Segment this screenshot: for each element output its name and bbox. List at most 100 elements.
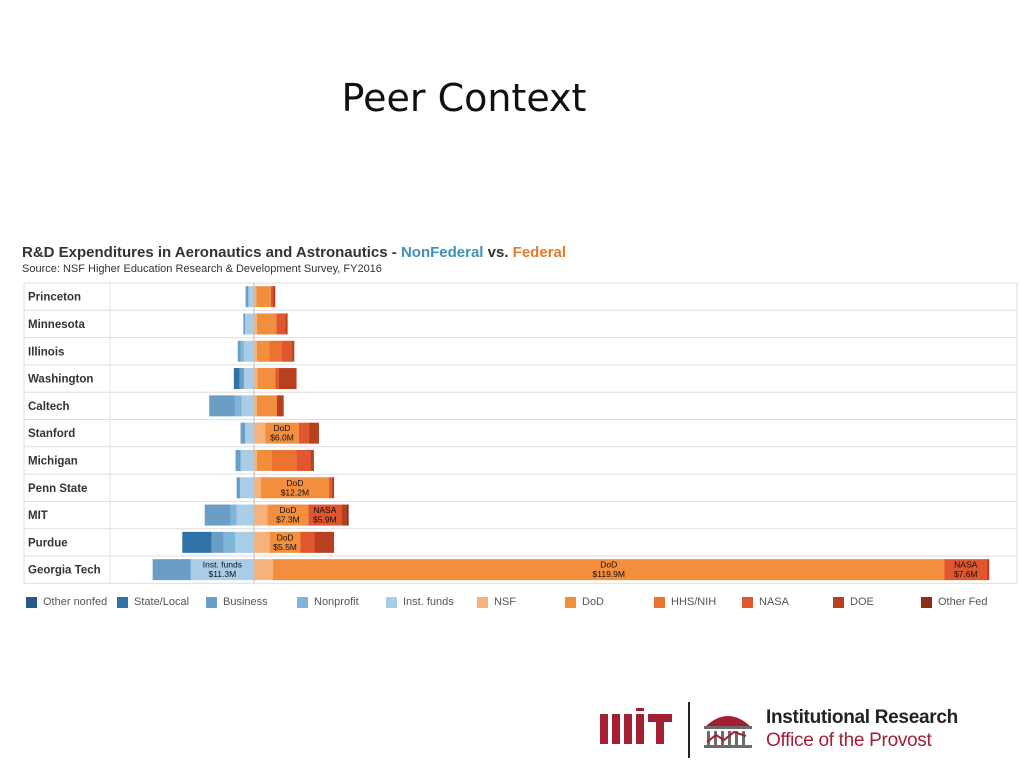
bar-princeton-doe <box>273 286 276 308</box>
chart-title: R&D Expenditures in Aeronautics and Astr… <box>22 244 566 261</box>
chart-title-federal: Federal <box>512 244 567 261</box>
legend-label: HHS/NIH <box>671 596 717 608</box>
logo-office-of-provost: Office of the Provost <box>766 730 932 751</box>
bar-illinois-business <box>237 340 241 362</box>
chart-title-prefix: R&D Expenditures in Aeronautics and Astr… <box>22 244 401 261</box>
bar-illinois-dod <box>256 340 270 362</box>
bar-purdue-state-local <box>182 531 212 553</box>
legend-label: DOE <box>850 596 874 608</box>
bar-purdue-doe <box>314 531 335 553</box>
bar-illinois-inst-funds <box>243 340 254 362</box>
bar-minnesota-doe <box>285 313 288 335</box>
bar-michigan-business <box>235 449 241 471</box>
row-label-princeton: Princeton <box>28 292 81 304</box>
bar-minnesota-inst-funds <box>245 313 254 335</box>
bar-purdue-nonprofit <box>223 531 235 553</box>
bar-princeton-inst-funds <box>248 286 254 308</box>
bar-michigan-nasa <box>296 449 311 471</box>
data-label-stanford-dod: DoD $6.0M <box>270 423 294 443</box>
bar-penn-state-inst-funds <box>240 477 254 499</box>
bar-princeton-business <box>245 286 249 308</box>
bar-caltech-doe <box>276 395 284 417</box>
chart-subtitle: Source: NSF Higher Education Research & … <box>22 263 382 275</box>
bar-mit-other-fed <box>346 504 349 526</box>
bar-illinois-nsf <box>254 340 257 362</box>
bar-georgia-tech-business <box>152 559 191 581</box>
bar-michigan-hhs-nih <box>271 449 297 471</box>
bar-penn-state-nsf <box>254 477 261 499</box>
data-label-mit-nasa: NASA $5.9M <box>313 505 337 525</box>
data-label-mit-dod: DoD $7.3M <box>276 505 300 525</box>
legend-item-nasa: NASA <box>742 596 789 608</box>
legend-label: Other Fed <box>938 596 988 608</box>
bar-georgia-tech-nsf <box>254 559 274 581</box>
bar-penn-state-dod <box>260 477 330 499</box>
bar-illinois-doe <box>292 340 295 362</box>
bar-minnesota-nsf <box>254 313 257 335</box>
bar-purdue-nasa <box>300 531 315 553</box>
data-label-georgia-tech-inst-funds: Inst. funds $11.3M <box>203 560 242 580</box>
legend-label: Other nonfed <box>43 596 108 608</box>
legend-swatch <box>117 596 128 608</box>
legend-swatch <box>297 596 308 608</box>
bar-washington-dod <box>257 368 276 390</box>
data-label-georgia-tech-dod: DoD $119.9M <box>593 560 625 580</box>
bar-mit-doe <box>341 504 347 526</box>
data-label-georgia-tech-nasa: NASA $7.6M <box>954 560 978 580</box>
legend-item-nsf: NSF <box>477 596 516 608</box>
bar-stanford-inst-funds <box>245 422 254 444</box>
legend-label: Business <box>223 596 268 608</box>
bar-stanford-doe <box>308 422 319 444</box>
row-label-illinois: Illinois <box>28 346 64 358</box>
data-label-purdue-dod: DoD $5.5M <box>273 532 297 552</box>
chart-title-nonfederal: NonFederal <box>400 244 484 261</box>
bar-washington-nsf <box>254 368 258 390</box>
legend-swatch <box>833 596 844 608</box>
legend-swatch <box>477 596 488 608</box>
bar-mit-business <box>204 504 231 526</box>
bar-caltech-dod <box>256 395 277 417</box>
bar-chart: Princeton Minnesota Illinois Washington Calt… <box>23 282 1018 584</box>
row-label-mit: MIT <box>28 510 48 522</box>
bar-washington-inst-funds <box>243 368 254 390</box>
bar-caltech-nsf <box>254 395 257 417</box>
row-label-purdue: Purdue <box>28 537 68 549</box>
legend-label: Inst. funds <box>403 596 454 608</box>
legend-label: DoD <box>582 596 605 608</box>
bar-purdue-dod <box>269 531 301 553</box>
bar-washington-nasa <box>275 368 279 390</box>
legend-label: State/Local <box>134 596 190 608</box>
row-label-stanford: Stanford <box>28 428 75 440</box>
legend-swatch <box>654 596 665 608</box>
bar-michigan-inst-funds <box>240 449 254 471</box>
row-label-michigan: Michigan <box>28 455 78 467</box>
bar-caltech-inst-funds <box>241 395 254 417</box>
legend-swatch <box>386 596 397 608</box>
bar-caltech-nonprofit <box>234 395 242 417</box>
bar-stanford-dod <box>265 422 299 444</box>
bar-purdue-nsf <box>254 531 270 553</box>
bar-mit-nonprofit <box>230 504 237 526</box>
bar-illinois-hhs-nih <box>269 340 282 362</box>
legend-item-business: Business <box>206 596 268 608</box>
bar-caltech-business <box>209 395 235 417</box>
legend-swatch <box>206 596 217 608</box>
mit-logo <box>600 702 752 758</box>
bar-princeton-nsf <box>254 286 257 308</box>
bar-princeton-nasa <box>270 286 274 308</box>
legend-item-nonprofit: Nonprofit <box>297 596 359 608</box>
legend-label: NSF <box>494 596 516 608</box>
bar-georgia-tech-dod <box>273 559 945 581</box>
bar-stanford-business <box>240 422 246 444</box>
legend-label: Nonprofit <box>314 596 359 608</box>
bar-penn-state-doe <box>331 477 335 499</box>
bar-mit-nasa <box>308 504 342 526</box>
data-label-penn-state-dod: DoD $12.2M <box>281 478 309 498</box>
bar-mit-inst-funds <box>236 504 254 526</box>
plot-frame <box>23 282 1018 584</box>
bar-princeton-dod <box>256 286 271 308</box>
bar-mit-dod <box>267 504 309 526</box>
bar-washington-doe <box>278 368 297 390</box>
dome-building-icon <box>704 716 752 748</box>
bar-minnesota-business <box>243 313 246 335</box>
